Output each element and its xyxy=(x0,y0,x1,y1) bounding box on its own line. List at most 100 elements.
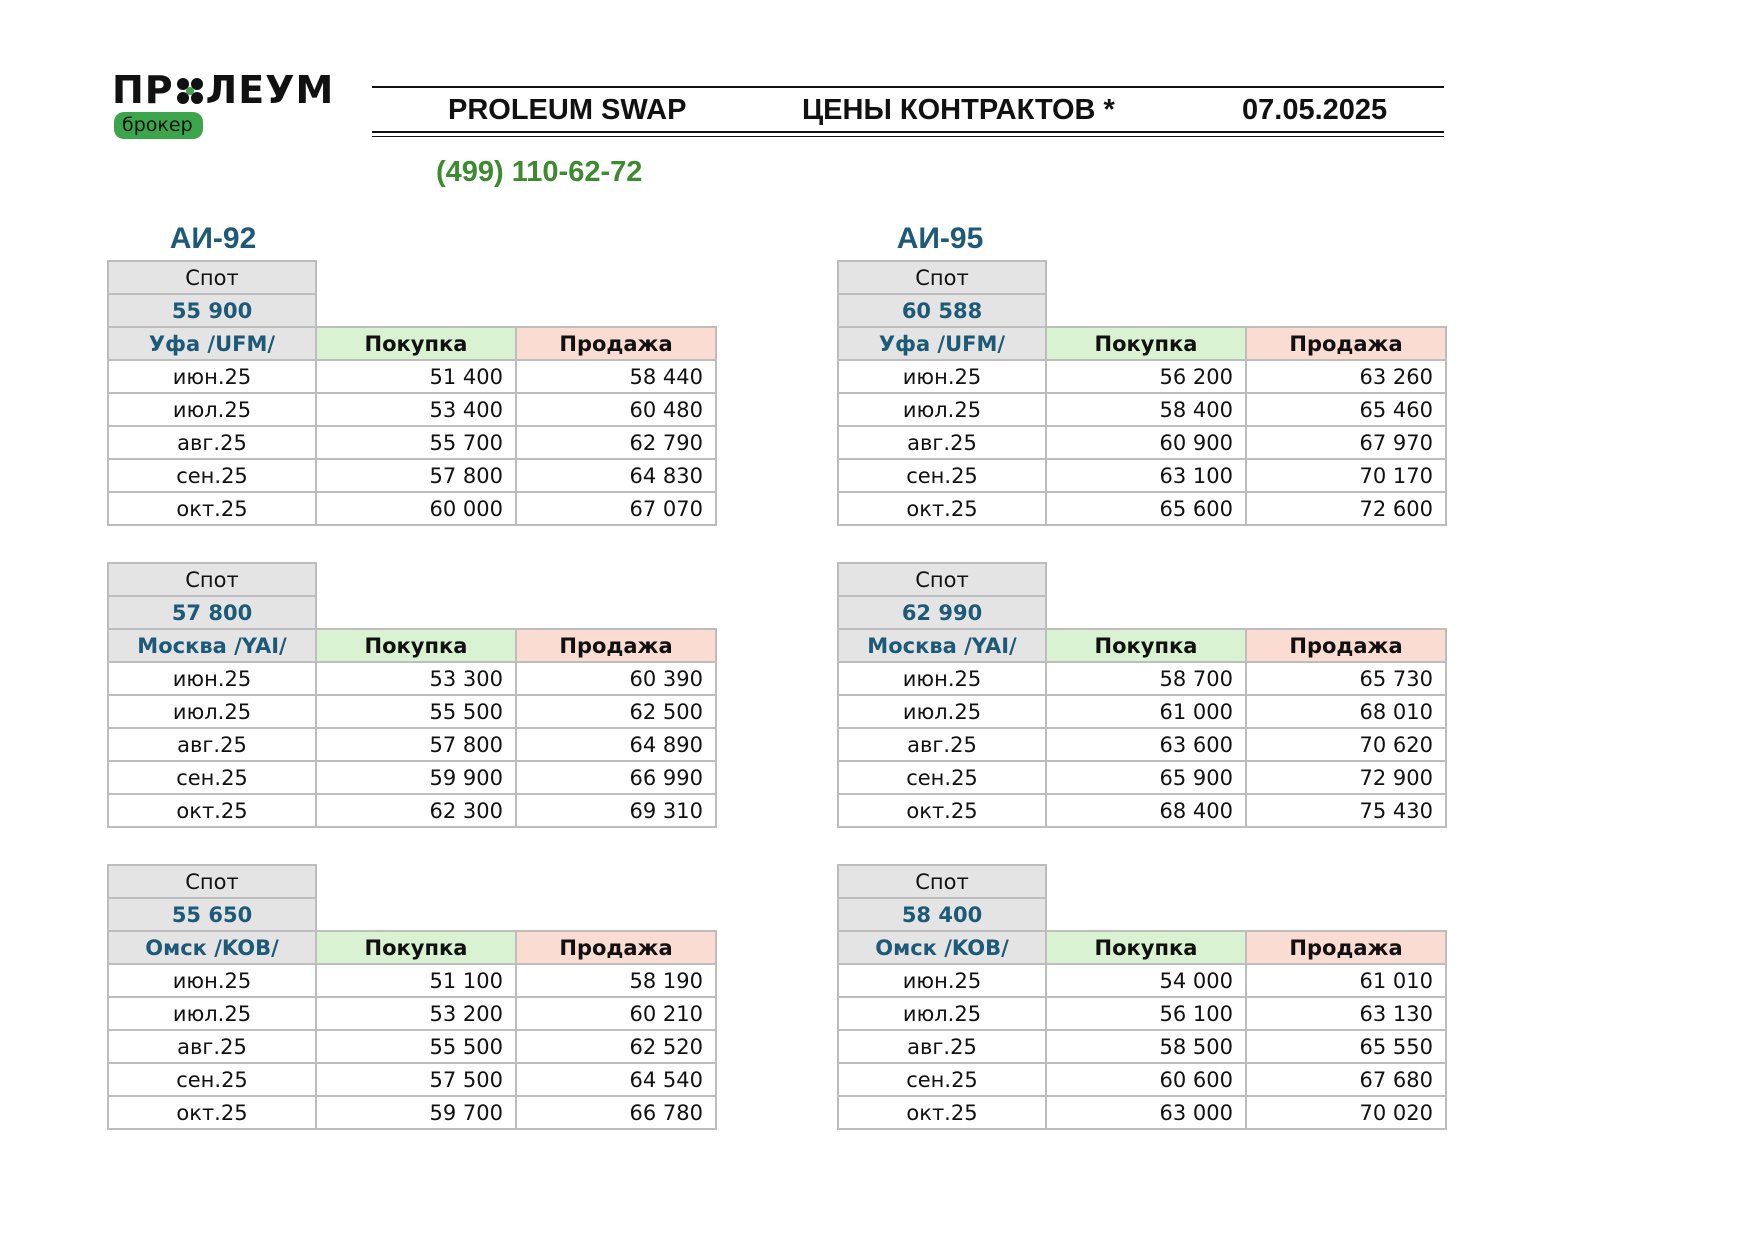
buy-header: Покупка xyxy=(1045,326,1247,361)
table-header-row: Москва /YAI/Покупка Продажа xyxy=(837,628,1447,663)
month-cell: авг.25 xyxy=(837,1029,1047,1064)
spot-price: 55 900 xyxy=(107,293,317,328)
phone-number: (499) 110-62-72 xyxy=(436,156,643,188)
sell-price-cell: 60 390 xyxy=(515,661,717,696)
empty-cell xyxy=(316,563,516,596)
table-row: окт.25 62 300 69 310 xyxy=(107,793,717,828)
empty-cell xyxy=(1246,261,1446,294)
table-row: июн.25 54 000 61 010 xyxy=(837,963,1447,998)
buy-price-cell: 62 300 xyxy=(315,793,517,828)
table-row: окт.25 60 000 67 070 xyxy=(107,491,717,526)
month-cell: сен.25 xyxy=(837,1062,1047,1097)
table-row: июн.25 53 300 60 390 xyxy=(107,661,717,696)
sell-header: Продажа xyxy=(515,930,717,965)
table-row: сен.25 59 900 66 990 xyxy=(107,760,717,795)
empty-cell xyxy=(316,865,516,898)
empty-cell xyxy=(1246,596,1446,629)
buy-price-cell: 55 700 xyxy=(315,425,517,460)
empty-cell xyxy=(516,596,716,629)
spot-price: 57 800 xyxy=(107,595,317,630)
empty-cell xyxy=(1046,865,1246,898)
proleum-flower-icon xyxy=(176,78,203,104)
sell-price-cell: 60 210 xyxy=(515,996,717,1031)
spot-label-row: Спот xyxy=(107,562,716,597)
spot-label: Спот xyxy=(837,260,1047,295)
empty-cell xyxy=(316,898,516,931)
price-table: Спот 60 588 Уфа /UFM/Покупка Продажа июн.25 5… xyxy=(837,260,1447,526)
buy-price-cell: 68 400 xyxy=(1045,793,1247,828)
buy-header: Покупка xyxy=(1045,628,1247,663)
city-label: Омск /KOB/ xyxy=(837,930,1047,965)
table-row: сен.25 57 500 64 540 xyxy=(107,1062,717,1097)
month-cell: окт.25 xyxy=(837,491,1047,526)
price-table: Спот 62 990 Москва /YAI/Покупка Продажа июн.… xyxy=(837,562,1447,828)
sell-price-cell: 62 500 xyxy=(515,694,717,729)
month-cell: июл.25 xyxy=(107,694,317,729)
buy-price-cell: 53 300 xyxy=(315,661,517,696)
month-cell: авг.25 xyxy=(107,1029,317,1064)
logo-wordmark: ПР ЛЕУМ xyxy=(112,70,334,110)
spot-value-row: 57 800 xyxy=(107,595,716,630)
month-cell: июл.25 xyxy=(107,996,317,1031)
spot-label-row: Спот xyxy=(107,260,716,295)
table-row: авг.25 55 700 62 790 xyxy=(107,425,717,460)
empty-cell xyxy=(316,261,516,294)
sell-price-cell: 64 830 xyxy=(515,458,717,493)
sell-price-cell: 65 460 xyxy=(1245,392,1447,427)
empty-cell xyxy=(316,596,516,629)
spot-price: 55 650 xyxy=(107,897,317,932)
table-row: сен.25 57 800 64 830 xyxy=(107,458,717,493)
buy-price-cell: 53 200 xyxy=(315,996,517,1031)
table-row: сен.25 63 100 70 170 xyxy=(837,458,1447,493)
buy-price-cell: 54 000 xyxy=(1045,963,1247,998)
header-rule-top xyxy=(372,86,1444,88)
header-date: 07.05.2025 xyxy=(1242,94,1388,126)
table-row: авг.25 57 800 64 890 xyxy=(107,727,717,762)
month-cell: июн.25 xyxy=(107,661,317,696)
month-cell: авг.25 xyxy=(837,425,1047,460)
table-row: июл.25 61 000 68 010 xyxy=(837,694,1447,729)
empty-cell xyxy=(516,563,716,596)
month-cell: июн.25 xyxy=(837,661,1047,696)
spot-label: Спот xyxy=(837,864,1047,899)
city-label: Уфа /UFM/ xyxy=(107,326,317,361)
spot-value-row: 60 588 xyxy=(837,293,1446,328)
sell-price-cell: 66 780 xyxy=(515,1095,717,1130)
table-row: июл.25 55 500 62 500 xyxy=(107,694,717,729)
table-row: июн.25 58 700 65 730 xyxy=(837,661,1447,696)
sell-price-cell: 61 010 xyxy=(1245,963,1447,998)
spot-label-row: Спот xyxy=(107,864,716,899)
empty-cell xyxy=(1046,261,1246,294)
buy-price-cell: 59 900 xyxy=(315,760,517,795)
buy-header: Покупка xyxy=(315,326,517,361)
empty-cell xyxy=(516,865,716,898)
month-cell: авг.25 xyxy=(107,727,317,762)
buy-price-cell: 58 500 xyxy=(1045,1029,1247,1064)
empty-cell xyxy=(516,294,716,327)
proleum-logo: ПР ЛЕУМ брокер xyxy=(112,70,348,142)
month-cell: сен.25 xyxy=(837,458,1047,493)
sell-price-cell: 58 440 xyxy=(515,359,717,394)
month-cell: июн.25 xyxy=(107,359,317,394)
sell-price-cell: 63 260 xyxy=(1245,359,1447,394)
spot-price: 60 588 xyxy=(837,293,1047,328)
table-row: авг.25 60 900 67 970 xyxy=(837,425,1447,460)
table-row: сен.25 65 900 72 900 xyxy=(837,760,1447,795)
table-header-row: Омск /KOB/Покупка Продажа xyxy=(107,930,717,965)
month-cell: июл.25 xyxy=(837,392,1047,427)
buy-price-cell: 65 900 xyxy=(1045,760,1247,795)
price-table: Спот 55 900 Уфа /UFM/Покупка Продажа июн.25 5… xyxy=(107,260,717,526)
spot-label-row: Спот xyxy=(837,562,1446,597)
fuel-title-ai92: АИ-92 xyxy=(169,222,257,255)
empty-cell xyxy=(1046,596,1246,629)
table-row: окт.25 59 700 66 780 xyxy=(107,1095,717,1130)
sell-price-cell: 70 170 xyxy=(1245,458,1447,493)
buy-price-cell: 60 900 xyxy=(1045,425,1247,460)
logo-badge: брокер xyxy=(114,112,203,139)
empty-cell xyxy=(516,898,716,931)
sell-header: Продажа xyxy=(515,326,717,361)
sell-price-cell: 70 620 xyxy=(1245,727,1447,762)
buy-price-cell: 61 000 xyxy=(1045,694,1247,729)
buy-price-cell: 58 400 xyxy=(1045,392,1247,427)
table-row: июл.25 53 400 60 480 xyxy=(107,392,717,427)
